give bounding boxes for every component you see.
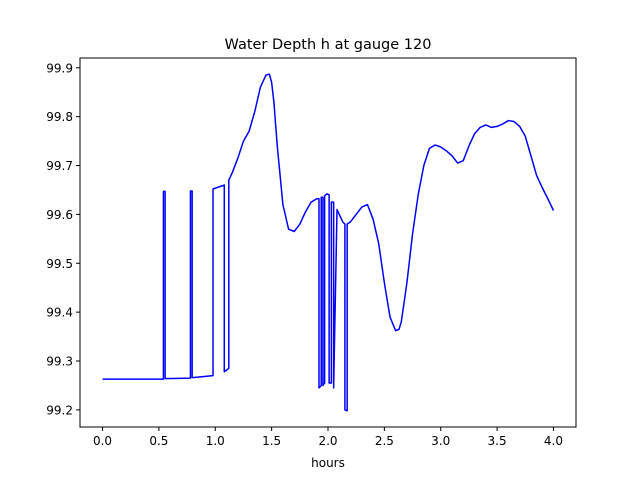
x-tick-label: 2.5 xyxy=(375,434,394,448)
x-tick-label: 0.0 xyxy=(93,434,112,448)
chart-title: Water Depth h at gauge 120 xyxy=(225,37,432,53)
x-tick-label: 0.5 xyxy=(149,434,168,448)
plot-area xyxy=(79,57,577,428)
x-tick-label: 1.0 xyxy=(206,434,225,448)
x-tick-label: 1.5 xyxy=(262,434,281,448)
plot-frame xyxy=(79,57,577,428)
x-tick-label: 4.0 xyxy=(544,434,563,448)
y-tick-label: 99.2 xyxy=(46,403,73,417)
x-tick-label: 2.0 xyxy=(318,434,337,448)
x-tick-label: 3.0 xyxy=(431,434,450,448)
y-axis: 99.2 99.3 99.4 99.5 99.6 99.7 99.8 99.9 xyxy=(46,61,80,417)
y-tick-label: 99.8 xyxy=(46,110,73,124)
y-tick-label: 99.3 xyxy=(46,355,73,369)
y-tick-label: 99.5 xyxy=(46,257,73,271)
x-tick-label: 3.5 xyxy=(488,434,507,448)
series-line xyxy=(102,73,555,412)
y-tick-label: 99.6 xyxy=(46,208,73,222)
y-tick-label: 99.9 xyxy=(46,61,73,75)
x-axis: 0.0 0.5 1.0 1.5 2.0 2.5 3.0 3.5 4.0 xyxy=(93,427,563,448)
y-tick-label: 99.4 xyxy=(46,306,73,320)
x-axis-label: hours xyxy=(311,456,345,470)
y-tick-label: 99.7 xyxy=(46,159,73,173)
